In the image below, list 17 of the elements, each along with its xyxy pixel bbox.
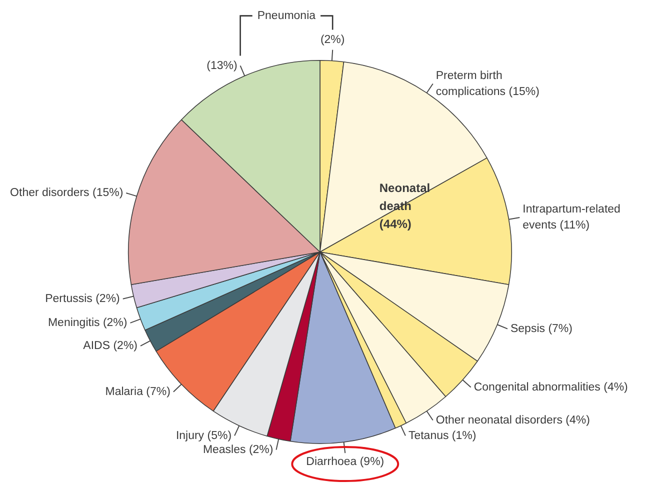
data-label: (13%) — [206, 60, 238, 72]
slice-label: Intrapartum-related events (11%) — [522, 204, 620, 232]
slice-label: Other neonatal disorders (4%) — [436, 414, 590, 426]
slice-label: Diarrhoea (9%) — [306, 456, 384, 468]
slice-label: AIDS (2%) — [83, 340, 138, 352]
data-label: (2%) — [320, 34, 345, 46]
slice-label: Sepsis (7%) — [510, 322, 573, 335]
slice-label: Pertussis (2%) — [45, 293, 120, 306]
slice-label: Congenital abnormalities (4%) — [474, 381, 628, 394]
text: Pneumonia — [257, 10, 316, 22]
slice-label: Measles (2%) — [202, 444, 274, 456]
slice-label: Meningitis (2%) — [48, 317, 128, 330]
slice-label: Injury (5%) — [176, 430, 232, 442]
slice-label: Tetanus (1%) — [408, 430, 476, 442]
slice-label: Malaria (7%) — [105, 386, 171, 398]
slice-label: Preterm birth complications (15%) — [436, 70, 540, 98]
slice-label: Other disorders (15%) — [10, 187, 124, 200]
